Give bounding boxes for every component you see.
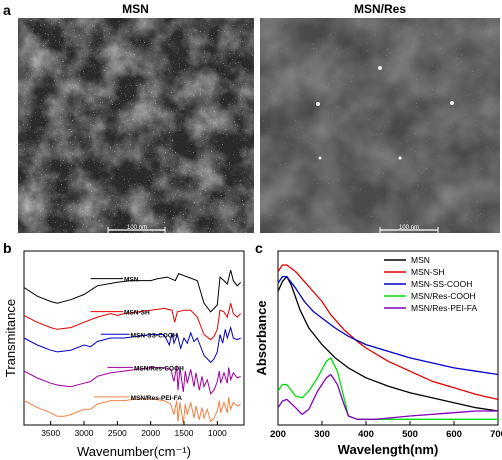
uvvis-legend-label: MSN <box>411 255 430 265</box>
ftir-x-tick-label: 1500 <box>175 428 194 438</box>
uvvis-series-msn <box>277 275 499 412</box>
panel-label-c: c <box>255 240 263 256</box>
tem-right-title: MSN/Res <box>353 2 406 16</box>
tem-image-msn: 100 nm <box>18 18 254 233</box>
ftir-x-tick-label: 3500 <box>41 428 60 438</box>
uvvis-series-msn-ss-cooh <box>277 275 499 376</box>
panel-label-b: b <box>3 240 12 256</box>
uvvis-legend-label: MSN/Res-PEI-FA <box>411 303 477 313</box>
tem-image-msn-res: 100 nm <box>260 18 500 233</box>
uvvis-x-tick-label: 700 <box>490 429 502 440</box>
uvvis-x-tick-label: 500 <box>402 429 418 440</box>
ftir-x-tick-label: 2500 <box>108 428 127 438</box>
ftir-series-msn-res-pei-fa <box>23 397 241 424</box>
ftir-series-msn <box>23 269 242 313</box>
uvvis-legend-label: MSN-SS-COOH <box>411 279 472 289</box>
uvvis-plot-frame <box>277 250 499 426</box>
uvvis-x-tick-label: 400 <box>358 429 374 440</box>
uvvis-series-msn-sh <box>277 264 499 401</box>
ftir-x-tick-label: 2000 <box>141 428 160 438</box>
scale-bar-left-label: 100 nm <box>127 225 147 231</box>
uvvis-x-tick-label: 600 <box>446 429 462 440</box>
scale-bar-left: 100 nm <box>107 225 166 233</box>
chart-ftir: MSN MSN-SH MSN-SS-COOH MSN/Res-COOH MSN/Res-… <box>3 250 245 459</box>
ftir-series-label: MSN/Res-COOH <box>134 365 184 372</box>
ftir-series-msn-res-cooh <box>23 365 241 395</box>
ftir-series-msn-sh <box>23 303 242 341</box>
ftir-x-tick-label: 1000 <box>208 428 227 438</box>
uvvis-x-tick-label: 300 <box>314 429 330 440</box>
scale-bar-right-label: 100 nm <box>399 225 419 231</box>
uvvis-x-tick-label: 200 <box>270 429 286 440</box>
chart-uvvis: 200 300 400 500 600 700 MSN MSN-SH MSN-SS-COOH M… <box>254 250 502 457</box>
panel-label-a: a <box>3 2 11 18</box>
ftir-series-label: MSN/Res-PEI-FA <box>131 395 183 402</box>
uvvis-y-axis-label: Absorbance <box>254 300 269 375</box>
uvvis-x-axis-label: Wavelength(nm) <box>338 442 439 457</box>
uvvis-legend-label: MSN/Res-COOH <box>411 291 476 301</box>
scale-bar-right: 100 nm <box>379 225 439 233</box>
ftir-x-tick-label: 3000 <box>75 428 94 438</box>
ftir-x-axis-label: Wavenumber(cm⁻¹) <box>77 444 191 459</box>
ftir-series-label: MSN <box>124 277 139 284</box>
ftir-series-label: MSN-SS-COOH <box>131 332 178 339</box>
uvvis-series-msn-res-cooh <box>277 357 498 420</box>
uvvis-series-msn-res-pei-fa <box>277 373 498 420</box>
ftir-series-msn-ss-cooh <box>23 325 241 364</box>
ftir-y-axis-label: Transmitance <box>3 299 18 377</box>
uvvis-legend-label: MSN-SH <box>411 267 445 277</box>
tem-left-title: MSN <box>122 2 149 16</box>
ftir-series-label: MSN-SH <box>124 310 150 317</box>
